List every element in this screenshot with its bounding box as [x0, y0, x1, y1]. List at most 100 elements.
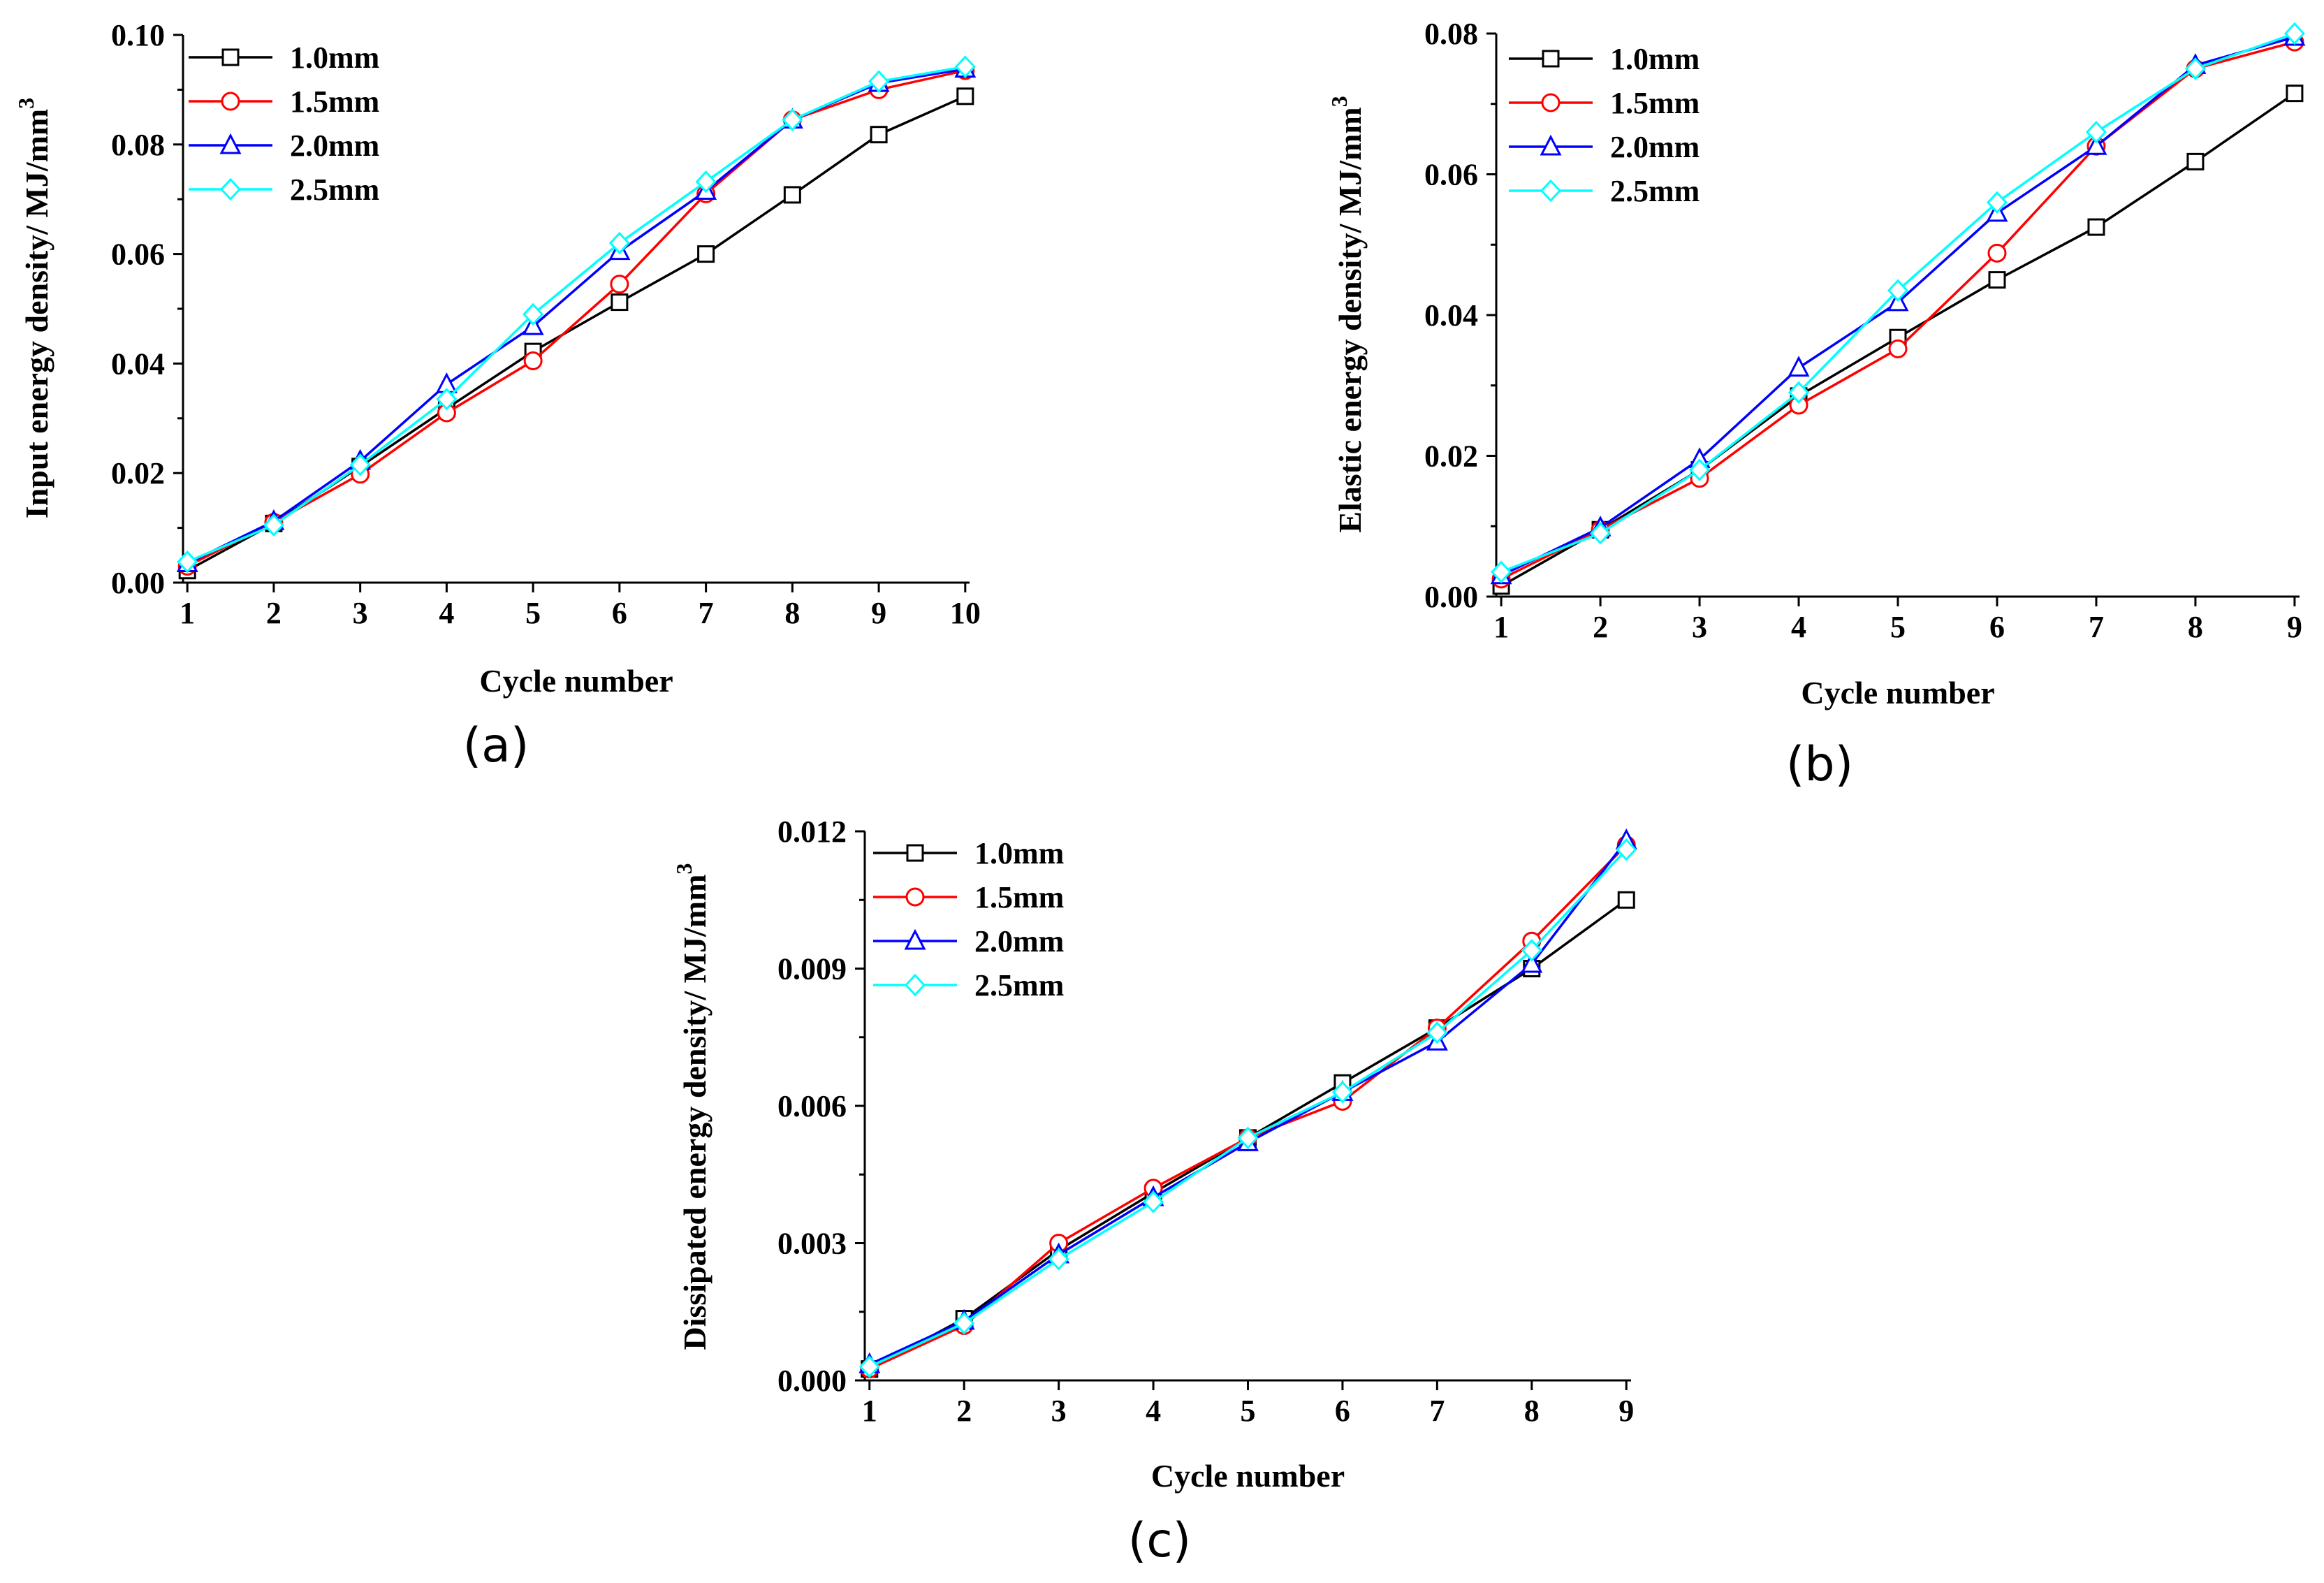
data-point [2184, 57, 2206, 80]
x-tick-label: 9 [2287, 610, 2302, 644]
x-tick-label: 8 [784, 596, 800, 630]
x-tick-label: 6 [1335, 1394, 1350, 1428]
x-tick-label: 9 [1618, 1394, 1634, 1428]
data-point [177, 550, 198, 574]
series-line [869, 840, 1628, 1366]
x-tick-label: 5 [1241, 1394, 1256, 1428]
y-tick-label: 0.06 [1424, 158, 1478, 192]
legend-label: 2.5mm [1610, 174, 1700, 208]
data-point [1788, 381, 1810, 404]
x-tick-label: 3 [353, 596, 368, 630]
y-axis-title-superscript: 3 [1327, 96, 1352, 107]
data-point [436, 388, 458, 411]
legend-label: 1.5mm [974, 880, 1064, 914]
x-tick-label: 8 [1524, 1394, 1540, 1428]
y-axis-title: Dissipated energy density/ MJ/mm3 [671, 863, 712, 1350]
data-point [1143, 1190, 1164, 1213]
x-tick-label: 9 [871, 596, 886, 630]
y-axis-title-text: Input energy density/ MJ/mm [19, 109, 54, 519]
y-tick-label: 0.00 [1424, 580, 1478, 614]
x-tick-label: 2 [266, 596, 282, 630]
legend-label: 2.0mm [1610, 130, 1700, 164]
data-point [1491, 560, 1512, 583]
y-tick-label: 0.04 [1424, 298, 1478, 333]
data-point [1521, 939, 1542, 962]
data-point [870, 126, 888, 144]
data-point [695, 170, 717, 194]
y-tick-label: 0.000 [777, 1364, 847, 1398]
y-tick-label: 0.10 [111, 18, 165, 52]
x-tick-label: 4 [1146, 1394, 1161, 1428]
data-point [1987, 243, 2007, 263]
data-point [1617, 891, 1635, 909]
data-point [1426, 1021, 1448, 1044]
data-point [1887, 279, 1909, 302]
y-axis-title-text: Dissipated energy density/ MJ/mm [677, 874, 712, 1350]
x-tick-label: 7 [2089, 610, 2104, 644]
data-point [523, 351, 543, 370]
x-axis-title: Cycle number [1801, 675, 1994, 710]
x-tick-label: 6 [612, 596, 627, 630]
data-point [2283, 22, 2305, 45]
chart-panel-a: 0.00 0.02 0.04 0.06 0.08 0.10 1 2 3 4 5 6 7 8 9 10 Cycle… [13, 18, 981, 773]
y-tick-label: 0.02 [1424, 439, 1478, 474]
y-tick-label: 0.08 [111, 128, 165, 162]
y-tick-label: 0.012 [777, 815, 847, 849]
x-tick-label: 4 [439, 596, 454, 630]
y-tick-label: 0.06 [111, 238, 165, 272]
data-point [611, 293, 629, 312]
legend-marker [904, 928, 926, 950]
legend-marker [904, 973, 926, 997]
x-tick-label: 3 [1692, 610, 1707, 644]
x-tick-label: 7 [1429, 1394, 1445, 1428]
series-line [187, 69, 966, 568]
x-tick-label: 5 [525, 596, 541, 630]
x-tick-label: 2 [1593, 610, 1608, 644]
data-point [1237, 1126, 1259, 1150]
series-2.5mm [1491, 22, 2305, 583]
data-point [2085, 133, 2107, 155]
series-1.5mm [860, 836, 1636, 1379]
data-point [697, 245, 715, 263]
y-tick-label: 0.04 [111, 346, 165, 381]
data-point [522, 302, 544, 326]
legend-marker [1542, 50, 1560, 68]
x-tick-label: 3 [1051, 1394, 1067, 1428]
data-point [1888, 339, 1908, 358]
data-point [1689, 458, 1711, 481]
data-point [782, 108, 803, 131]
x-tick-label: 10 [950, 596, 981, 630]
legend: 1.0mm 1.5mm 2.0mm 2.5mm [189, 41, 379, 207]
data-point [954, 55, 976, 78]
data-point [263, 513, 284, 537]
y-tick-label: 0.003 [777, 1227, 847, 1261]
y-tick-label: 0.009 [777, 952, 847, 986]
y-axis-title: Input energy density/ MJ/mm3 [13, 98, 54, 519]
data-point [349, 453, 371, 476]
y-tick-label: 0.00 [111, 566, 165, 600]
data-point [858, 1355, 880, 1378]
legend-marker [1541, 93, 1561, 112]
y-axis-title: Elastic energy density/ MJ/mm3 [1327, 96, 1368, 532]
legend-label: 1.0mm [1610, 42, 1700, 76]
legend-marker [906, 844, 924, 862]
data-point [783, 186, 801, 204]
y-axis-title-superscript: 3 [671, 863, 696, 874]
x-tick-label: 6 [1989, 610, 2005, 644]
legend: 1.0mm 1.5mm 2.0mm 2.5mm [873, 836, 1064, 1002]
data-point [956, 87, 974, 105]
series-2.5mm [858, 838, 1637, 1378]
legend-marker [905, 887, 925, 907]
data-point [1048, 1248, 1069, 1271]
data-point [1616, 838, 1637, 861]
x-tick-label: 8 [2188, 610, 2203, 644]
panel-label: (c) [1128, 1513, 1191, 1568]
panel-label: (b) [1786, 737, 1853, 792]
panel-label: (a) [463, 718, 529, 773]
legend-label: 2.5mm [974, 968, 1064, 1002]
legend-marker [221, 92, 240, 111]
x-tick-label: 7 [699, 596, 714, 630]
x-tick-label: 2 [956, 1394, 972, 1428]
data-point [1590, 522, 1612, 545]
